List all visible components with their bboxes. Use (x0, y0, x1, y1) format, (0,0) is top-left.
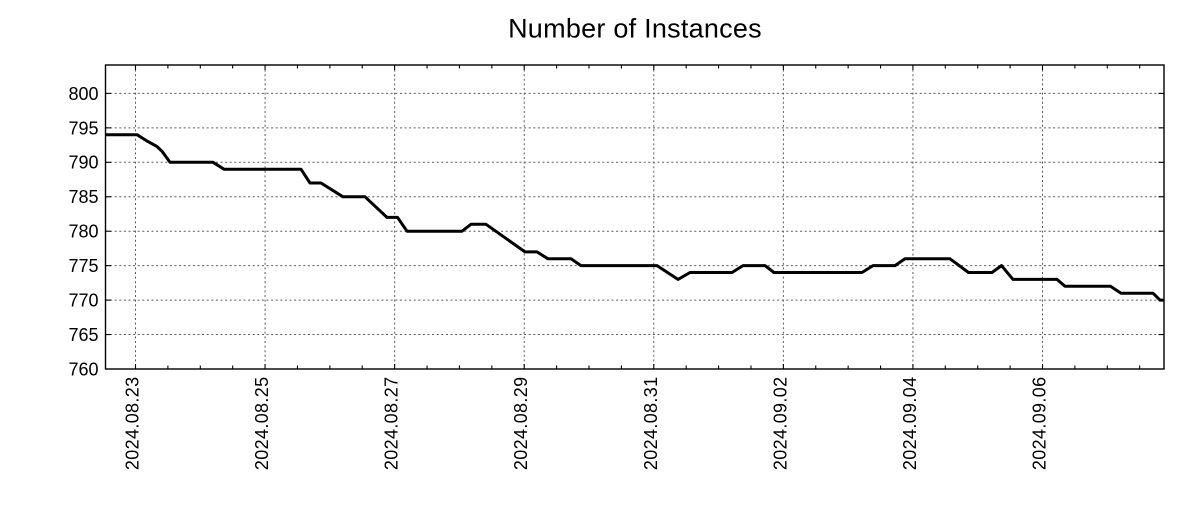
svg-text:2024.08.29: 2024.08.29 (511, 377, 531, 471)
svg-text:Number of Instances: Number of Instances (508, 14, 762, 44)
svg-text:790: 790 (68, 153, 98, 173)
svg-text:770: 770 (68, 291, 98, 311)
svg-text:2024.08.31: 2024.08.31 (641, 377, 661, 471)
svg-text:775: 775 (68, 256, 98, 276)
svg-text:780: 780 (68, 222, 98, 242)
svg-text:2024.08.27: 2024.08.27 (382, 377, 402, 471)
svg-text:2024.08.23: 2024.08.23 (123, 377, 143, 471)
svg-text:2024.08.25: 2024.08.25 (252, 377, 272, 471)
svg-text:800: 800 (68, 84, 98, 104)
svg-text:2024.09.04: 2024.09.04 (900, 377, 920, 471)
svg-text:795: 795 (68, 118, 98, 138)
svg-text:2024.09.02: 2024.09.02 (770, 377, 790, 471)
svg-text:760: 760 (68, 359, 98, 379)
svg-text:765: 765 (68, 325, 98, 345)
svg-text:785: 785 (68, 187, 98, 207)
svg-text:2024.09.06: 2024.09.06 (1030, 377, 1050, 471)
